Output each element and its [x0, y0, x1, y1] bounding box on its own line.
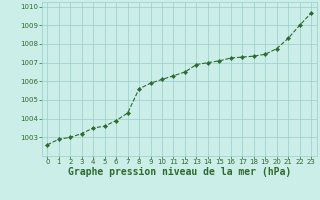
X-axis label: Graphe pression niveau de la mer (hPa): Graphe pression niveau de la mer (hPa) [68, 167, 291, 177]
